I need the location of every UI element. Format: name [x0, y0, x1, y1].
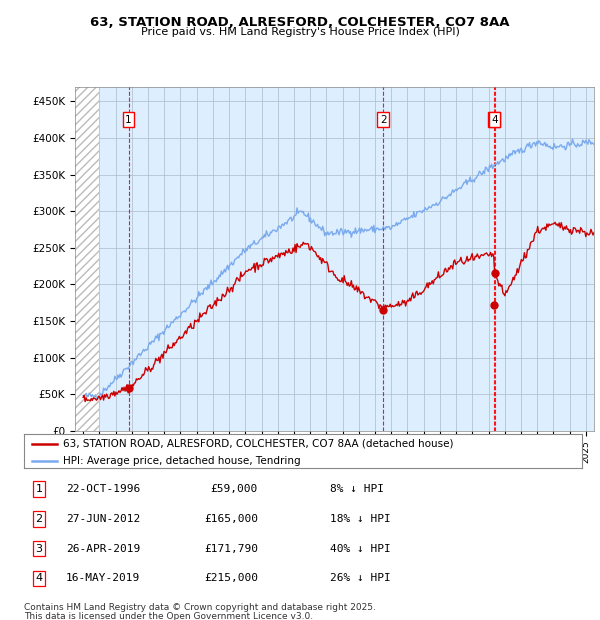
- Text: £165,000: £165,000: [204, 514, 258, 524]
- Bar: [75, 87, 100, 431]
- Text: Contains HM Land Registry data © Crown copyright and database right 2025.: Contains HM Land Registry data © Crown c…: [24, 603, 376, 612]
- Text: 27-JUN-2012: 27-JUN-2012: [66, 514, 140, 524]
- Text: £171,790: £171,790: [204, 544, 258, 554]
- Text: 63, STATION ROAD, ALRESFORD, COLCHESTER, CO7 8AA: 63, STATION ROAD, ALRESFORD, COLCHESTER,…: [90, 16, 510, 29]
- Text: 4: 4: [35, 574, 43, 583]
- Text: 3: 3: [490, 115, 497, 125]
- Text: 2: 2: [35, 514, 43, 524]
- Text: Price paid vs. HM Land Registry's House Price Index (HPI): Price paid vs. HM Land Registry's House …: [140, 27, 460, 37]
- Text: 4: 4: [491, 115, 498, 125]
- Text: 26-APR-2019: 26-APR-2019: [66, 544, 140, 554]
- Bar: [75, 87, 100, 431]
- Text: 26% ↓ HPI: 26% ↓ HPI: [330, 574, 391, 583]
- Text: 40% ↓ HPI: 40% ↓ HPI: [330, 544, 391, 554]
- Text: 22-OCT-1996: 22-OCT-1996: [66, 484, 140, 494]
- Text: 18% ↓ HPI: 18% ↓ HPI: [330, 514, 391, 524]
- Text: 2: 2: [380, 115, 386, 125]
- Text: £59,000: £59,000: [211, 484, 258, 494]
- Text: 1: 1: [35, 484, 43, 494]
- Text: HPI: Average price, detached house, Tendring: HPI: Average price, detached house, Tend…: [63, 456, 301, 466]
- Text: 3: 3: [35, 544, 43, 554]
- Text: This data is licensed under the Open Government Licence v3.0.: This data is licensed under the Open Gov…: [24, 612, 313, 620]
- Text: 1: 1: [125, 115, 132, 125]
- Text: 8% ↓ HPI: 8% ↓ HPI: [330, 484, 384, 494]
- Text: £215,000: £215,000: [204, 574, 258, 583]
- Text: 63, STATION ROAD, ALRESFORD, COLCHESTER, CO7 8AA (detached house): 63, STATION ROAD, ALRESFORD, COLCHESTER,…: [63, 438, 454, 448]
- Text: 16-MAY-2019: 16-MAY-2019: [66, 574, 140, 583]
